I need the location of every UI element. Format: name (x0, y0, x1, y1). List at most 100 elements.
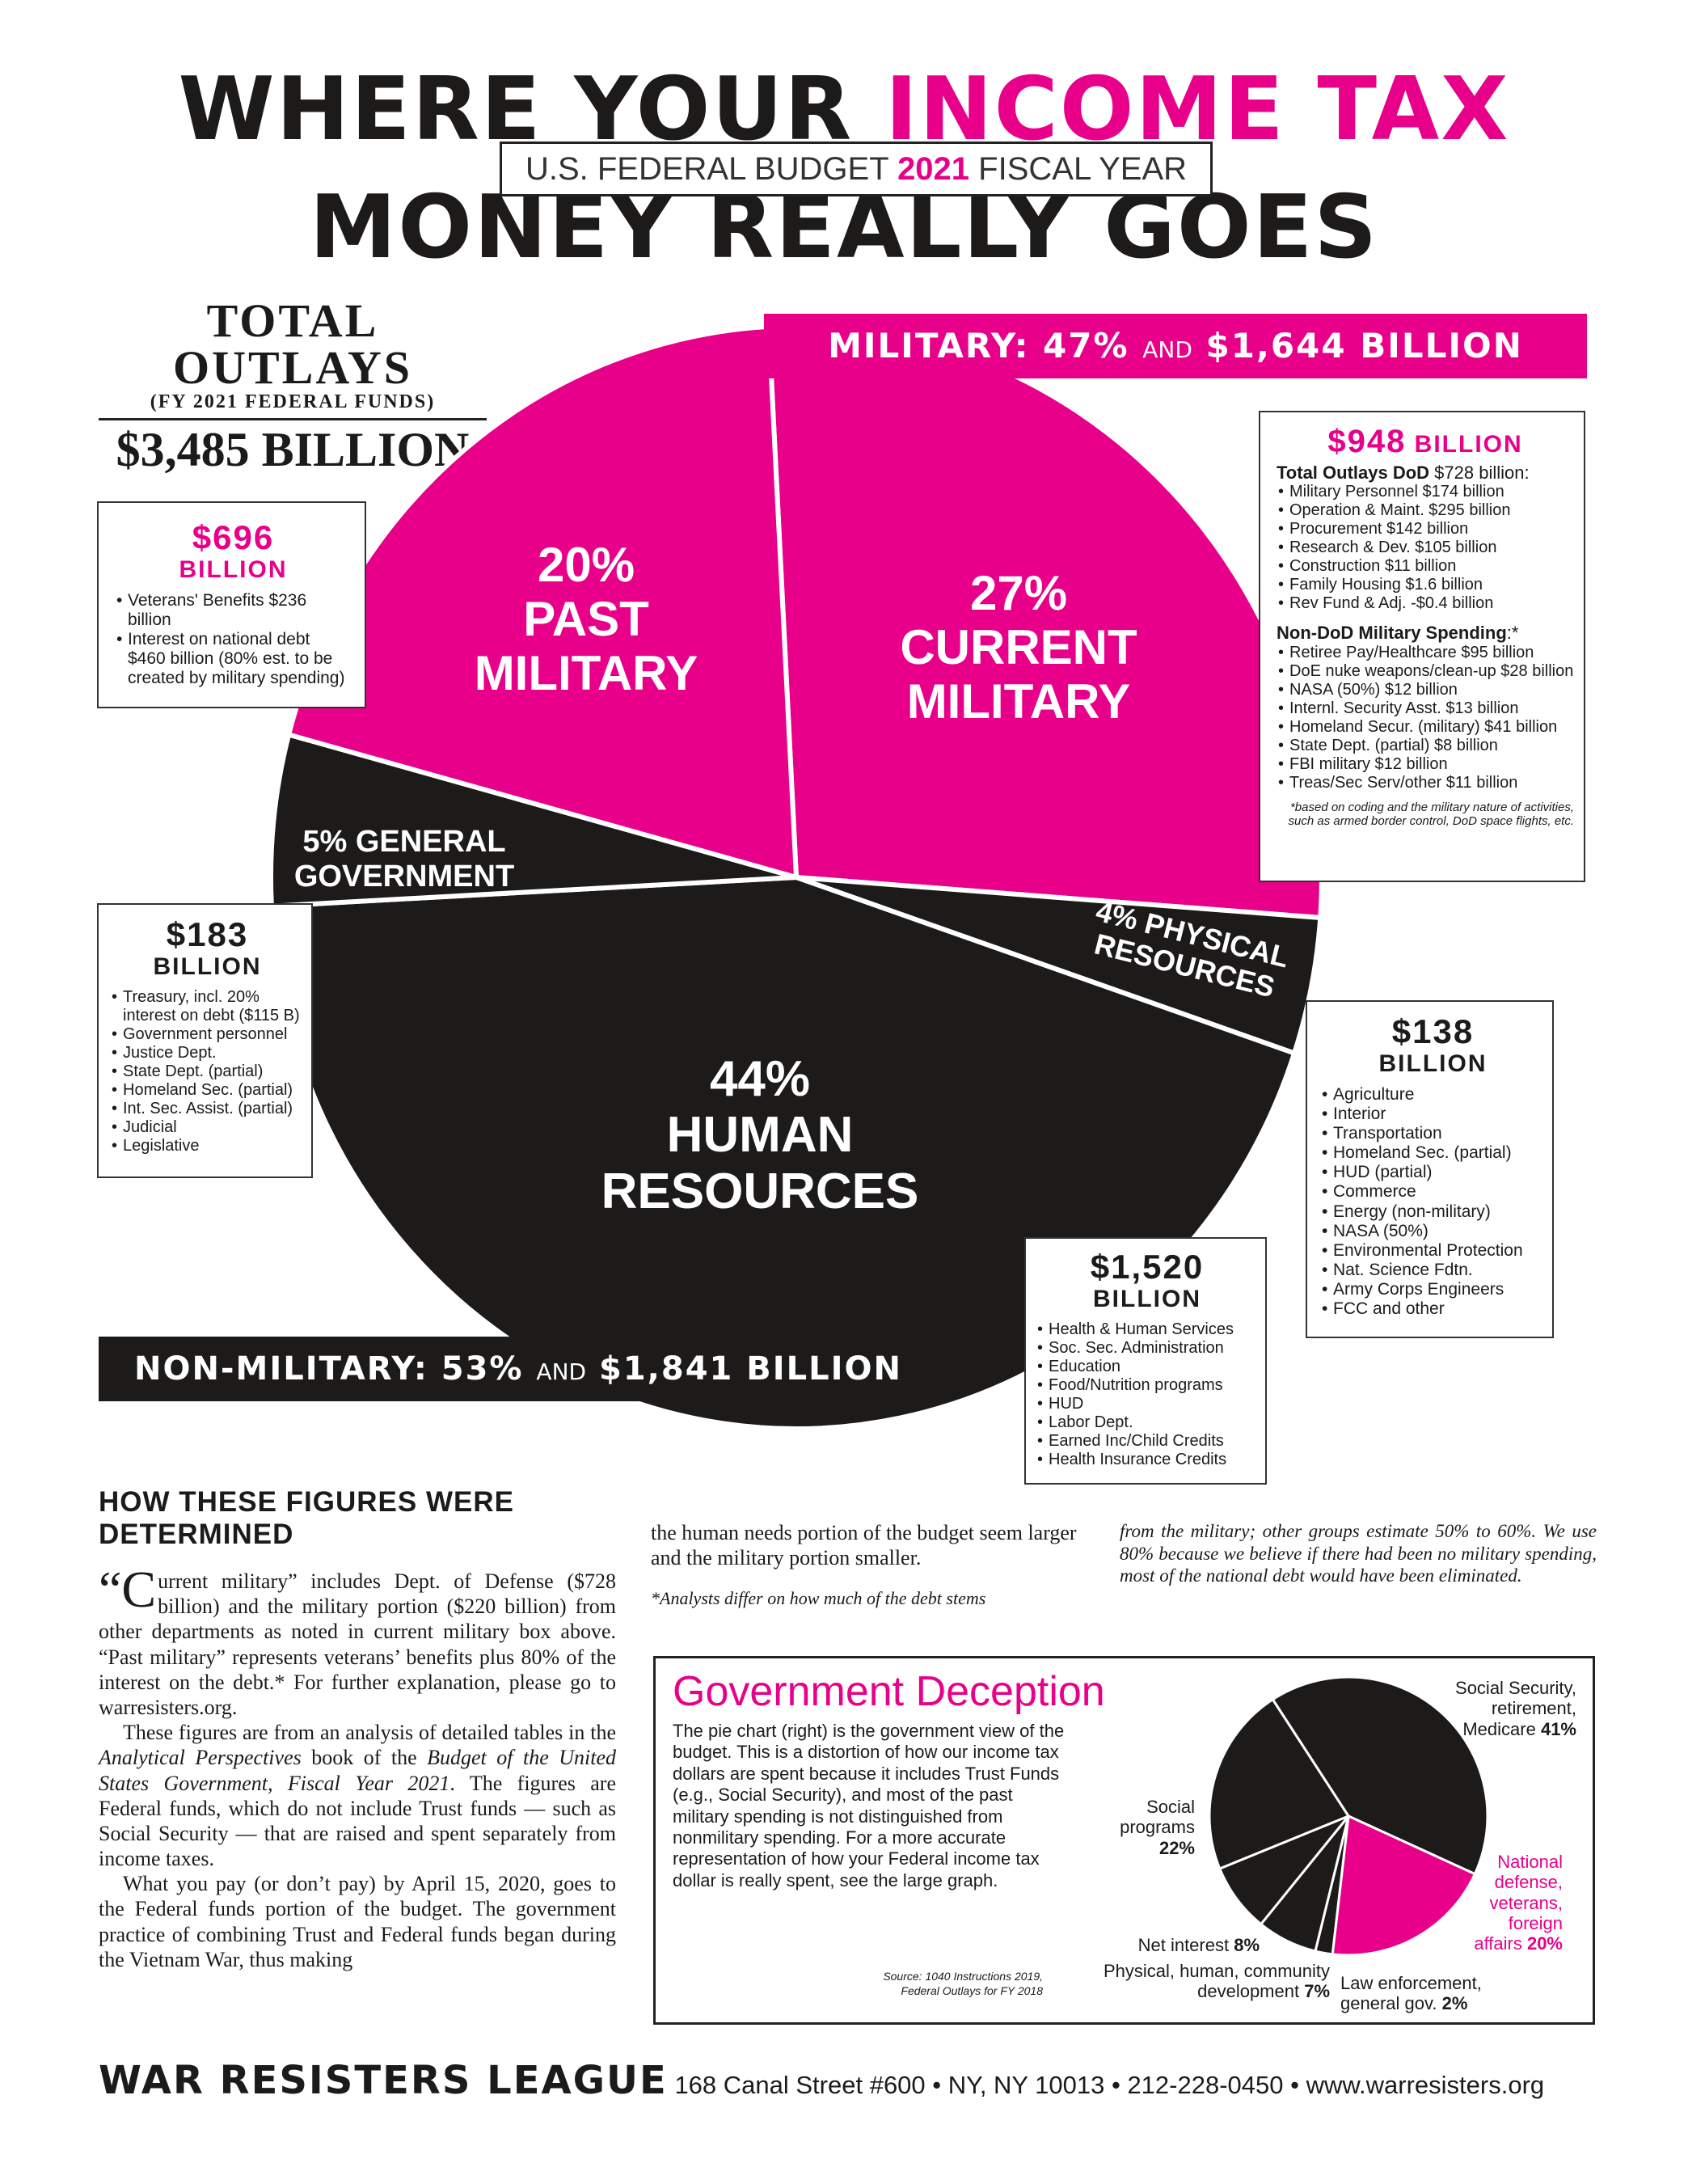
list-item: Retiree Pay/Healthcare $95 billion (1277, 644, 1574, 662)
box-physical-unit: BILLION (1378, 1050, 1488, 1078)
mini-label-physical-pct: 7% (1304, 1981, 1330, 2002)
footer-address: 168 Canal Street #600 • NY, NY 10013 • 2… (667, 2071, 1545, 2099)
military-banner-and: AND (1142, 336, 1192, 363)
box-general-government: $183 BILLION Treasury, incl. 20% interes… (97, 903, 313, 1178)
pie-label-current-l1: CURRENT (900, 620, 1137, 675)
article-p2-italic-2: Budget of the United States Government, … (99, 1746, 616, 1795)
list-item: Construction $11 billion (1277, 557, 1574, 576)
pie-label-human-l2: RESOURCES (601, 1163, 919, 1219)
pie-label-general-government: 5% GENERAL GOVERNMENT (259, 825, 550, 893)
list-item: FCC and other (1320, 1299, 1546, 1319)
box-physical-list: Agriculture Interior Transportation Home… (1320, 1085, 1546, 1320)
list-item: Military Personnel $174 billion (1277, 483, 1574, 501)
mini-label-social-l2: programs (1120, 1817, 1195, 1838)
government-deception-box (653, 1656, 1595, 2025)
mini-label-law-l2-text: general gov. (1340, 1993, 1442, 2014)
list-item: Government personnel (110, 1025, 305, 1044)
article-heading: HOW THESE FIGURES WERE DETERMINED (99, 1486, 514, 1551)
box-current-nondod-suffix: :* (1506, 623, 1519, 644)
mini-label-ss-l1: Social Security, (1455, 1678, 1576, 1698)
subtitle-box: U.S. FEDERAL BUDGET 2021 FISCAL YEAR (500, 142, 1213, 196)
pie-label-human-l1: HUMAN (666, 1107, 854, 1164)
government-pie-slices (1208, 1675, 1489, 1957)
box-past-unit: BILLION (179, 556, 288, 584)
pie-label-general-l1: 5% GENERAL (302, 825, 506, 859)
box-current-amount-value: $948 (1327, 424, 1407, 459)
pie-label-past-l2: MILITARY (474, 646, 698, 701)
box-current-nondod-title: Non-DoD Military Spending (1277, 623, 1507, 644)
source-line-2: Federal Outlays for FY 2018 (901, 1983, 1043, 1997)
list-item: NASA (50%) $12 billion (1277, 681, 1574, 699)
subtitle-year: 2021 (897, 151, 970, 187)
article-p2-c: . The figures are Federal funds, which d… (99, 1771, 616, 1871)
list-item: Agriculture (1320, 1085, 1546, 1105)
list-item: State Dept. (partial) (110, 1062, 305, 1081)
budget-pie-slice-general-government (268, 731, 797, 909)
article-p2-b: book of the (301, 1746, 428, 1770)
box-current-military: $948 BILLION Total Outlays DoD $728 bill… (1259, 411, 1585, 882)
list-item: Transportation (1320, 1124, 1546, 1143)
box-current-amount: $948 BILLION (1277, 424, 1574, 459)
box-current-nondod-head: Non-DoD Military Spending:* (1277, 623, 1574, 643)
mini-label-defense-l5: affairs 20% (1467, 1933, 1563, 1954)
box-current-nondod-list: Retiree Pay/Healthcare $95 billion DoE n… (1277, 644, 1574, 792)
list-item: Education (1036, 1358, 1259, 1376)
mini-label-net-interest: Net interest 8% (1129, 1935, 1260, 1955)
mini-label-physical-l2: development 7% (1104, 1981, 1330, 2001)
box-general-unit: BILLION (153, 953, 262, 981)
subtitle-pre: U.S. FEDERAL BUDGET (525, 151, 898, 187)
mini-label-defense-l2: defense, (1494, 1872, 1563, 1893)
military-banner-b: $1,644 BILLION (1192, 326, 1523, 365)
list-item: Homeland Sec. (partial) (110, 1081, 305, 1100)
list-item: Treasury, incl. 20% interest on debt ($1… (110, 988, 305, 1025)
total-outlays: TOTAL OUTLAYS (FY 2021 FEDERAL FUNDS) $3… (99, 298, 487, 479)
list-item: HUD (partial) (1320, 1163, 1546, 1182)
main-title-line-2: MONEY REALLY GOES (309, 177, 1379, 278)
mini-label-social-l1: Social (1146, 1797, 1195, 1817)
mini-label-social-pct: 22% (1158, 1837, 1195, 1858)
article-paragraph-3: What you pay (or don’t pay) by April 15,… (99, 1872, 616, 1971)
box-human-amount: $1,520 (1090, 1248, 1205, 1286)
mini-label-defense-l1: National (1497, 1852, 1563, 1872)
pie-label-past-l1: PAST (523, 592, 649, 647)
mini-label-physical-l1: Physical, human, community (1104, 1961, 1330, 1981)
government-pie-slice-social-programs (1208, 1697, 1351, 1870)
list-item: DoE nuke weapons/clean-up $28 billion (1277, 662, 1574, 681)
box-current-note: *based on coding and the military nature… (1288, 800, 1575, 828)
total-outlays-title: TOTAL OUTLAYS (172, 294, 413, 394)
list-item: Health & Human Services (1036, 1320, 1259, 1339)
mini-label-law-l2: general gov. 2% (1340, 1993, 1502, 2013)
pie-label-current-l2: MILITARY (906, 674, 1131, 729)
list-item: Energy (non-military) (1320, 1202, 1546, 1222)
list-item: Labor Dept. (1036, 1413, 1259, 1432)
non-military-banner-and: AND (536, 1358, 587, 1385)
box-past-military: $696 BILLION Veterans' Benefits $236 bil… (97, 501, 366, 708)
list-item: Int. Sec. Assist. (partial) (110, 1100, 305, 1118)
article-p2-a: These figures are from an analysis of de… (123, 1721, 616, 1745)
drop-cap: “C (99, 1561, 157, 1618)
list-item: Justice Dept. (110, 1044, 305, 1062)
list-item: Procurement $142 billion (1277, 520, 1574, 539)
government-pie-slice-social-security-retirement-medicare (1271, 1675, 1489, 1876)
mini-label-law-pct: 2% (1441, 1993, 1468, 2014)
pie-label-human-resources: 44% HUMAN RESOURCES (566, 1051, 954, 1219)
article-paragraph-2: These figures are from an analysis of de… (99, 1720, 616, 1871)
article-column-2: the human needs portion of the budget se… (651, 1520, 1099, 1610)
box-general-amount: $183 (166, 915, 249, 953)
title-text-black: WHERE YOUR (178, 59, 885, 160)
pie-label-current-pct: 27% (969, 566, 1068, 620)
article-paragraph-4: the human needs portion of the budget se… (651, 1521, 1077, 1570)
list-item: NASA (50%) (1320, 1222, 1546, 1241)
article-column-3: from the military; other groups estimate… (1120, 1520, 1597, 1587)
box-human-list: Health & Human Services Soc. Sec. Admini… (1036, 1320, 1259, 1469)
mini-label-law-enforcement: Law enforcement, general gov. 2% (1340, 1973, 1502, 2014)
mini-label-interest-pct: 8% (1234, 1935, 1260, 1955)
box-human-unit: BILLION (1093, 1286, 1201, 1313)
list-item: State Dept. (partial) $8 billion (1277, 737, 1574, 755)
article-footnote-continued: from the military; other groups estimate… (1120, 1521, 1597, 1586)
list-item: Food/Nutrition programs (1036, 1376, 1259, 1395)
list-item: Treas/Sec Serv/other $11 billion (1277, 774, 1574, 792)
source-line-1: Source: 1040 Instructions 2019, (883, 1970, 1043, 1983)
government-deception-title: Government Deception (673, 1668, 1105, 1715)
list-item: Interior (1320, 1105, 1546, 1124)
